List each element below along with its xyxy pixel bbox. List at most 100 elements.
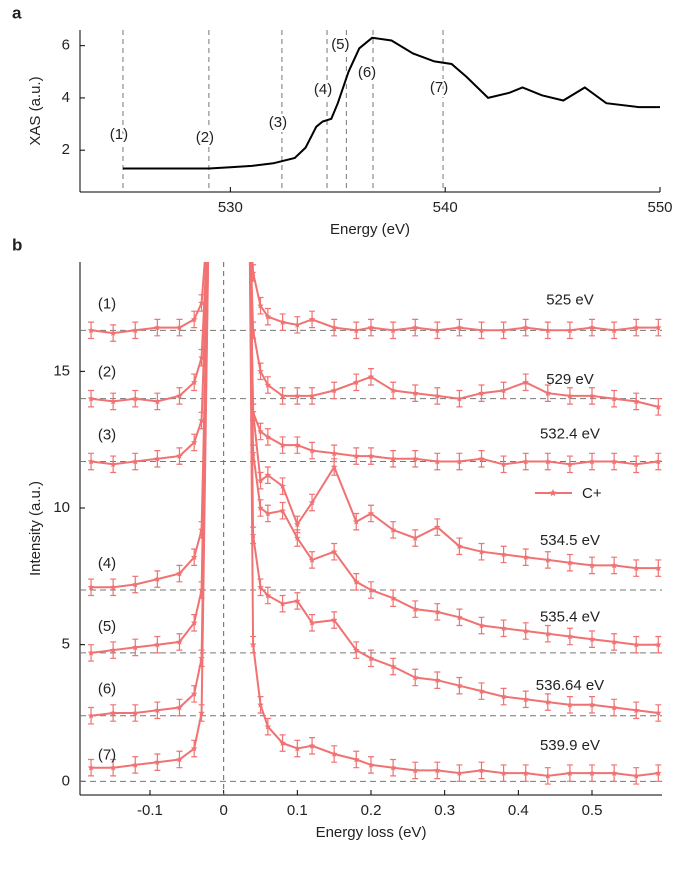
point [434, 523, 441, 530]
energy-label: 535.4 eV [540, 609, 600, 626]
point [389, 526, 397, 533]
point [294, 441, 301, 448]
legend-label: C+ [582, 485, 602, 502]
point [352, 578, 360, 585]
point [500, 460, 507, 468]
x-tick-label: 0.1 [287, 802, 308, 819]
point [610, 395, 618, 402]
point [279, 318, 286, 325]
point [544, 326, 552, 334]
point [330, 548, 338, 555]
point [87, 458, 95, 465]
point [352, 378, 360, 386]
point [566, 701, 574, 708]
marker-label: (4) [314, 81, 332, 98]
series-label: (7) [98, 746, 116, 763]
point [389, 594, 397, 601]
point [109, 329, 117, 336]
point [308, 619, 316, 626]
point [411, 455, 419, 462]
point [264, 510, 272, 517]
point [176, 570, 183, 577]
error-bar [206, 199, 212, 215]
point [367, 324, 375, 331]
point [367, 761, 375, 768]
point [352, 452, 360, 459]
point [632, 772, 640, 779]
series-label: (2) [98, 364, 116, 381]
point [131, 643, 139, 651]
point [588, 392, 596, 399]
energy-label: 539.9 eV [540, 737, 600, 754]
point [367, 510, 375, 517]
point [544, 630, 552, 637]
point [478, 687, 485, 694]
point [206, 204, 213, 210]
point [522, 695, 529, 703]
point [246, 204, 253, 210]
point [632, 564, 640, 571]
point [434, 608, 441, 615]
plot-area [80, 199, 662, 795]
point [131, 458, 139, 465]
series-label: (3) [98, 427, 116, 444]
point [246, 204, 253, 210]
energy-label: 529 eV [546, 371, 594, 388]
point [456, 324, 463, 331]
x-axis-title: Energy loss (eV) [316, 824, 427, 841]
point [544, 698, 552, 705]
energy-label: 532.4 eV [540, 426, 600, 443]
point [154, 455, 161, 462]
point [456, 613, 463, 621]
error-bar [206, 199, 212, 215]
x-tick-label: 530 [218, 199, 243, 216]
point [330, 324, 338, 331]
point [294, 520, 301, 528]
point [478, 455, 485, 462]
error-bar [246, 199, 252, 215]
point [632, 460, 640, 468]
point [566, 769, 574, 776]
point [109, 460, 117, 468]
point [109, 709, 117, 716]
point [500, 387, 507, 394]
point [279, 507, 286, 514]
energy-label: 534.5 eV [540, 532, 600, 549]
point [588, 458, 596, 465]
point [109, 764, 117, 771]
point [411, 674, 419, 681]
x-tick-label: 0.2 [361, 802, 382, 819]
point [176, 756, 183, 763]
point [190, 690, 198, 697]
point [330, 616, 338, 623]
y-tick-label: 6 [62, 37, 70, 54]
point [257, 583, 264, 591]
point [389, 764, 397, 771]
point [352, 326, 360, 334]
point [308, 392, 316, 399]
point [246, 204, 253, 210]
point [588, 561, 596, 569]
y-tick-label: 2 [62, 141, 70, 158]
point [655, 458, 662, 465]
point [109, 397, 117, 405]
point [478, 548, 485, 555]
point [246, 204, 253, 210]
point [87, 395, 95, 402]
point [566, 460, 574, 468]
point [522, 378, 529, 386]
point [588, 701, 596, 708]
series-label: (5) [98, 618, 116, 635]
point [610, 769, 618, 776]
error-bar [246, 199, 252, 215]
point [176, 704, 183, 711]
x-tick-label: -0.1 [137, 802, 163, 819]
point [257, 504, 264, 511]
point [610, 704, 618, 711]
point [257, 701, 264, 708]
point [434, 766, 441, 774]
y-tick-label: 15 [53, 362, 70, 379]
point [655, 641, 662, 648]
point [544, 389, 552, 396]
point [87, 583, 95, 591]
